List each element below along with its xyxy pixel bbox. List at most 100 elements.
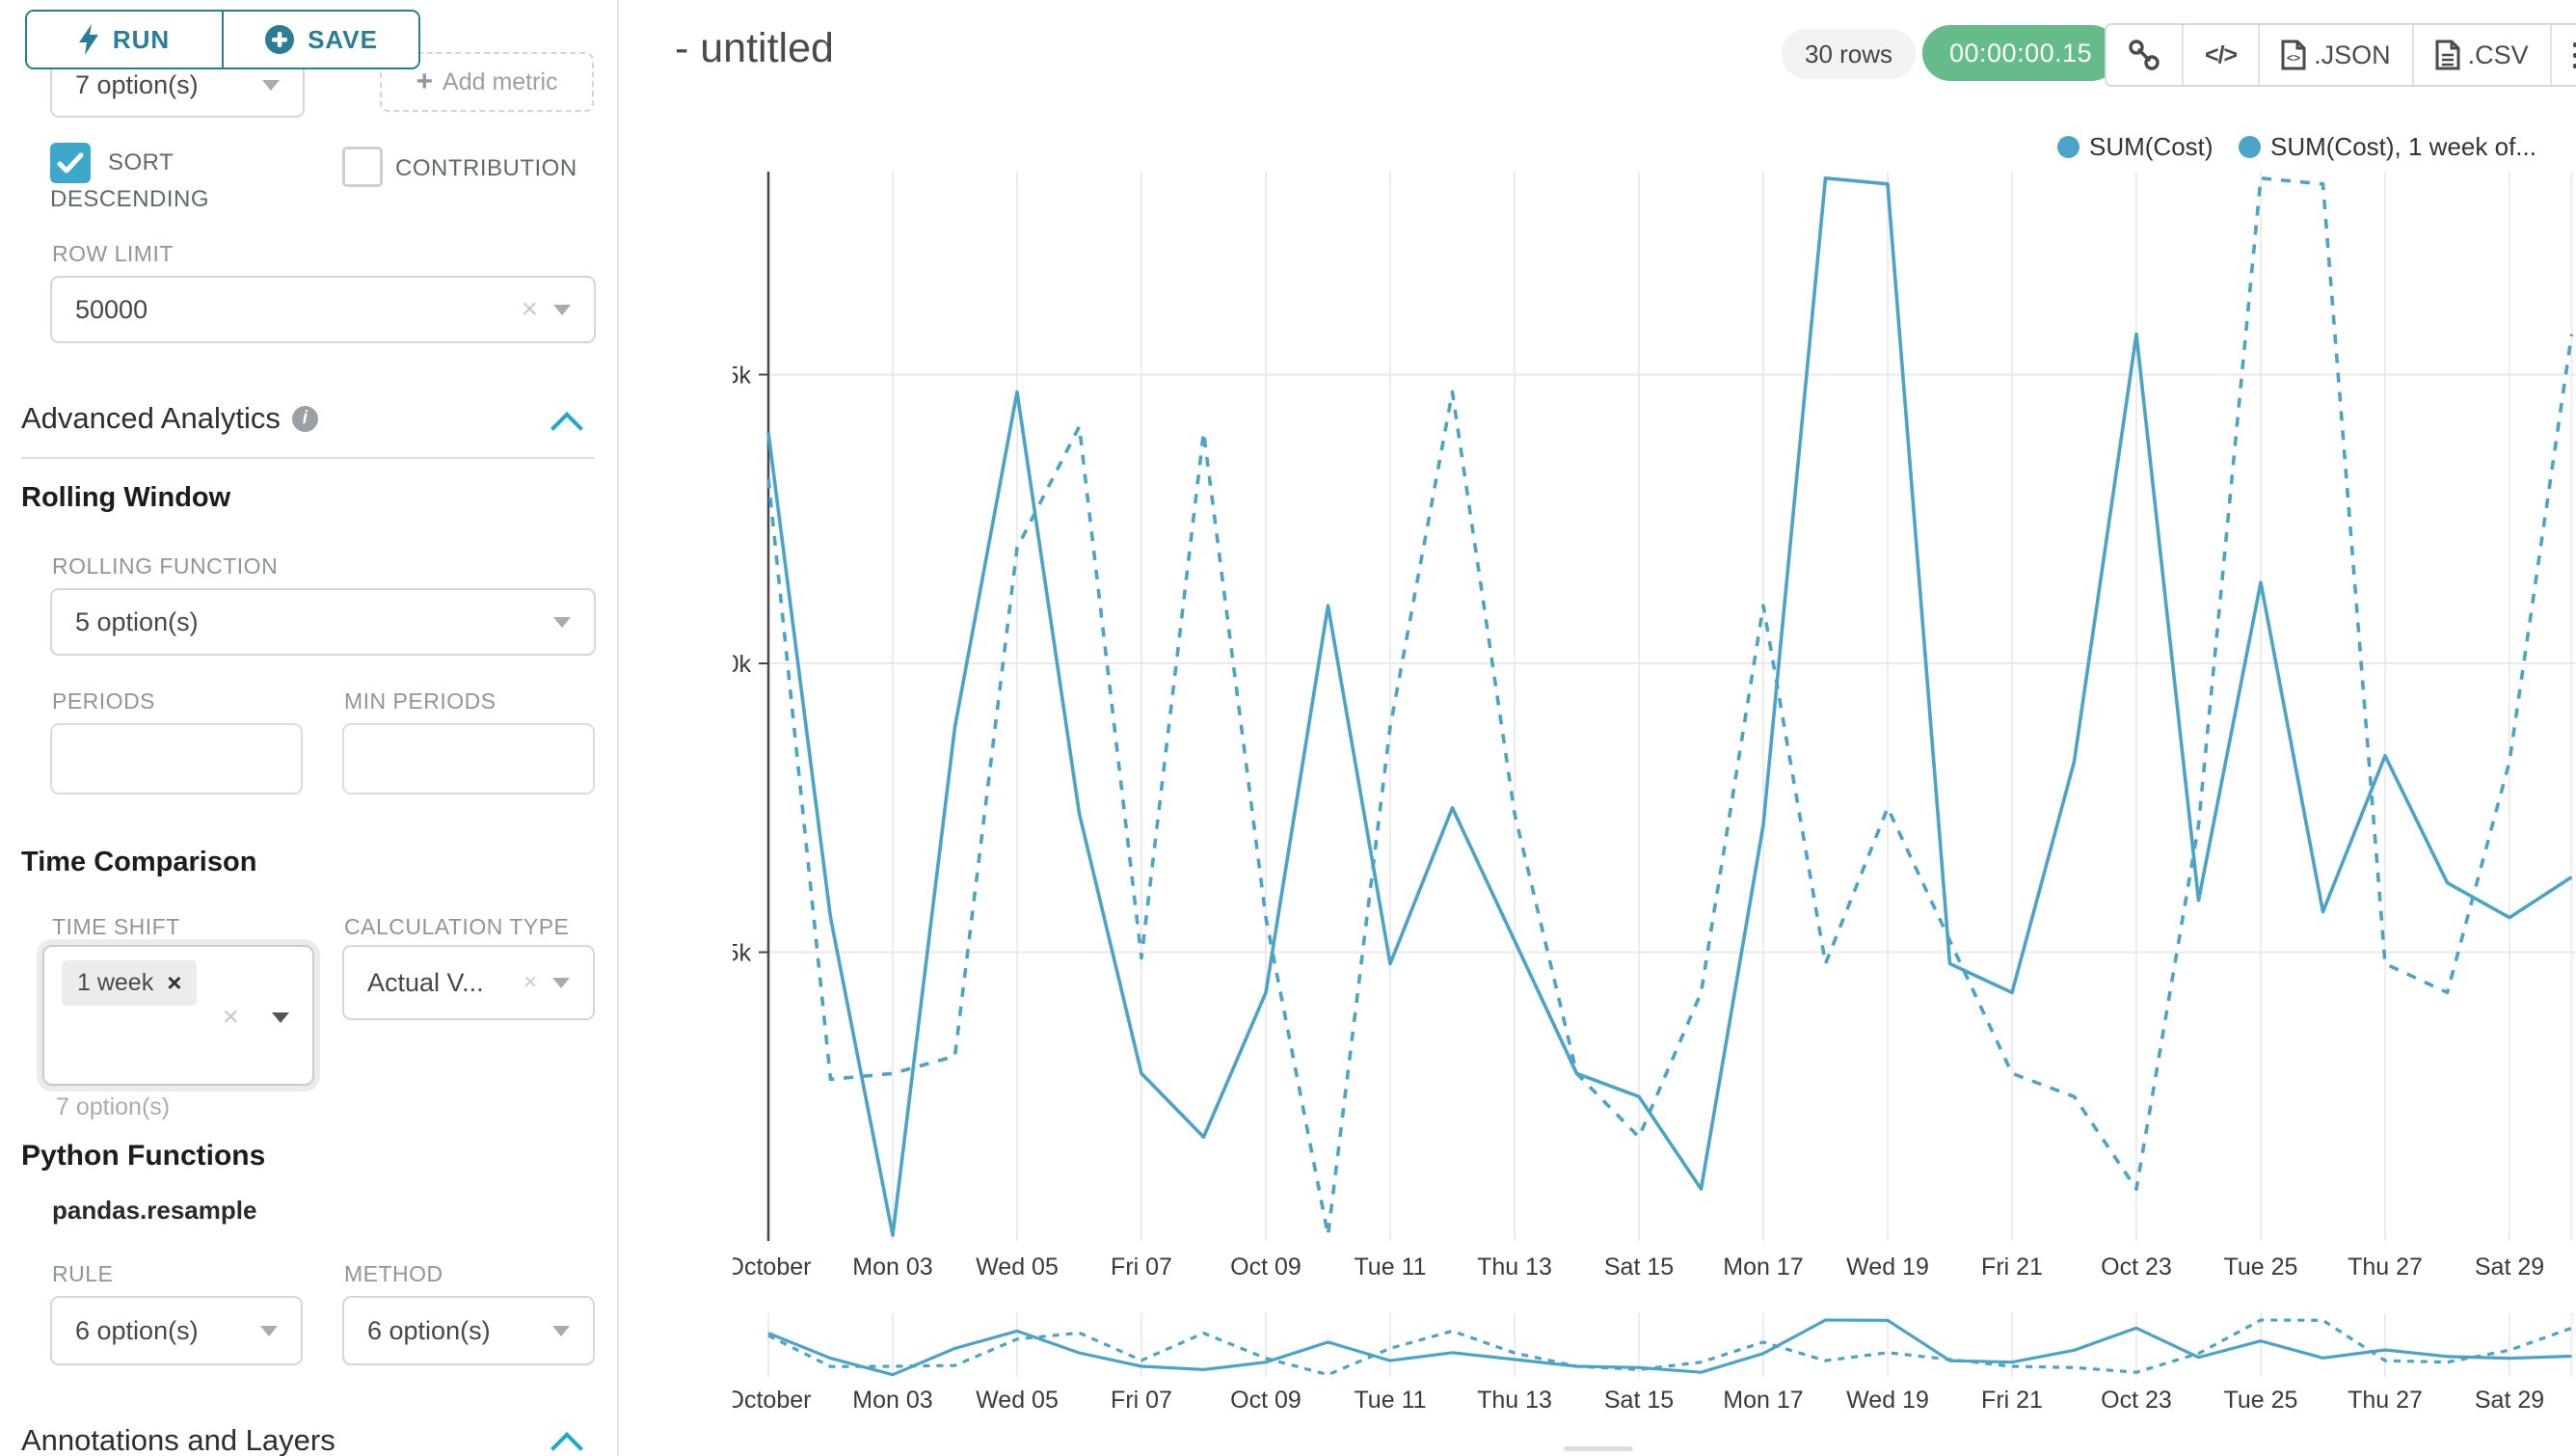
x-axis-label: Sat 29 (2475, 1254, 2544, 1281)
x-axis-label: Thu 13 (1477, 1254, 1552, 1281)
x-axis-label: Mon 03 (852, 1254, 932, 1281)
chevron-down-icon (553, 304, 571, 315)
row-limit-select[interactable]: 50000 × (50, 276, 596, 343)
collapse-chevron-icon[interactable] (550, 412, 583, 445)
series-solid (766, 175, 2573, 1237)
export-csv-button[interactable]: .CSV (2411, 25, 2550, 85)
save-button[interactable]: SAVE (222, 12, 418, 67)
chevron-down-icon (552, 1325, 570, 1336)
run-button[interactable]: RUN (27, 12, 222, 67)
advanced-analytics-title: Advanced Analytics (21, 401, 281, 435)
plus-circle-icon (265, 25, 295, 54)
csv-label: .CSV (2467, 40, 2529, 69)
x-axis-label: Tue 11 (1354, 1387, 1426, 1414)
series-solid (767, 1318, 2572, 1377)
share-link-button[interactable] (2106, 25, 2182, 85)
min-periods-label: MIN PERIODS (344, 688, 496, 714)
collapse-chevron-icon[interactable] (550, 1432, 583, 1456)
clear-icon[interactable]: × (521, 293, 538, 325)
view-query-button[interactable]: </> (2182, 25, 2258, 85)
x-axis-label: Fri 07 (1111, 1387, 1172, 1414)
sort-descending-checkbox[interactable] (50, 143, 91, 183)
x-axis-label: Sat 15 (1604, 1387, 1674, 1414)
clear-icon[interactable]: × (222, 1001, 239, 1033)
row-limit-label: ROW LIMIT (52, 241, 174, 266)
x-axis-label: Tue 25 (2224, 1254, 2298, 1281)
legend-item-sum-cost[interactable]: SUM(Cost) (2057, 129, 2214, 164)
x-axis-label: Oct 09 (1230, 1254, 1301, 1281)
series-dashed (767, 1318, 2573, 1377)
x-axis-label: Thu 27 (2348, 1387, 2423, 1414)
legend-label: SUM(Cost) (2089, 131, 2214, 161)
x-axis-label: Tue 11 (1354, 1254, 1426, 1281)
remove-tag-icon[interactable]: × (167, 968, 182, 997)
rule-value: 6 option(s) (75, 1315, 199, 1345)
periods-input[interactable] (50, 723, 303, 795)
x-axis-label: Fri 21 (1981, 1387, 2043, 1414)
export-json-button[interactable]: <> .JSON (2258, 25, 2412, 85)
x-axis-label: Tue 25 (2224, 1387, 2298, 1414)
chevron-down-icon (260, 1325, 278, 1336)
file-text-icon (2435, 40, 2460, 70)
chevron-down-icon (552, 977, 570, 988)
min-periods-input[interactable] (342, 723, 595, 795)
contribution-checkbox[interactable] (342, 147, 383, 187)
legend-label: SUM(Cost), 1 week of... (2270, 131, 2536, 161)
rolling-window-title: Rolling Window (21, 482, 231, 513)
main-line-chart[interactable]: 5k 10k 15k October Mon 03 Wed 05 Fri 07 Oct 09 T… (733, 145, 2576, 1292)
x-axis-label: Wed 05 (976, 1387, 1059, 1414)
link-icon (2129, 40, 2160, 70)
clear-icon[interactable]: × (523, 969, 537, 995)
y-axis-label: 10k (733, 651, 751, 678)
chevron-down-icon (272, 1012, 289, 1023)
x-axis-label: Oct 09 (1230, 1387, 1301, 1414)
control-panel: RUN SAVE 7 option(s) + Add metric (0, 0, 619, 1456)
mini-preview-chart[interactable]: October Mon 03 Wed 05 Fri 07 Oct 09 Tue 11 Thu… (733, 1308, 2576, 1456)
x-axis-label: Sat 29 (2475, 1387, 2544, 1414)
method-select[interactable]: 6 option(s) (342, 1296, 595, 1365)
x-axis-label: Wed 19 (1846, 1387, 1929, 1414)
row-limit-value: 50000 (75, 294, 148, 324)
series-limit-value: 7 option(s) (75, 69, 199, 99)
save-button-label: SAVE (308, 24, 378, 54)
contribution-label: CONTRIBUTION (395, 155, 577, 181)
rule-select[interactable]: 6 option(s) (50, 1296, 303, 1365)
chart-menu-button[interactable] (2549, 25, 2576, 85)
scrollbar-thumb[interactable] (1564, 1446, 1633, 1451)
chart-title[interactable]: - untitled (675, 25, 834, 71)
y-axis-label: 15k (733, 363, 751, 390)
advanced-analytics-header[interactable]: Advanced Analytics i (21, 401, 318, 436)
x-axis-label: Thu 27 (2348, 1254, 2423, 1281)
x-axis-label: Mon 17 (1723, 1387, 1803, 1414)
x-axis-label: October (733, 1387, 811, 1414)
legend-marker-icon (2057, 135, 2080, 158)
periods-label: PERIODS (52, 688, 156, 714)
rule-label: RULE (52, 1261, 114, 1286)
calculation-type-select[interactable]: Actual V... × (342, 945, 595, 1020)
sort-descending-label: SORT DESCENDING (50, 149, 210, 212)
x-axis-label: Fri 21 (1981, 1254, 2043, 1281)
time-shift-label: TIME SHIFT (52, 914, 180, 939)
calculation-type-value: Actual V... (367, 967, 484, 997)
rows-count-badge: 30 rows (1782, 29, 1917, 79)
menu-icon (2572, 41, 2576, 68)
annotations-header[interactable]: Annotations and Layers (21, 1423, 335, 1456)
x-axis-label: Mon 03 (852, 1387, 932, 1414)
json-label: .JSON (2314, 40, 2391, 69)
y-axis-label: 5k (733, 940, 751, 967)
x-axis-label: Oct 23 (2101, 1254, 2172, 1281)
rolling-function-value: 5 option(s) (75, 607, 199, 636)
x-axis-label: Oct 23 (2101, 1387, 2172, 1414)
rolling-function-select[interactable]: 5 option(s) (50, 588, 596, 656)
legend-item-sum-cost-offset[interactable]: SUM(Cost), 1 week of... (2239, 129, 2536, 164)
section-divider (21, 457, 594, 459)
legend-marker-icon (2239, 135, 2261, 158)
lightning-icon (78, 24, 98, 55)
time-shift-tag: 1 week × (62, 960, 198, 1006)
time-shift-select[interactable]: 1 week × × (42, 945, 314, 1086)
x-axis-label: Mon 17 (1723, 1254, 1803, 1281)
time-shift-hint: 7 option(s) (56, 1093, 171, 1120)
query-timer-badge: 00:00:00.15 (1922, 25, 2120, 81)
x-axis-label: Wed 19 (1846, 1254, 1929, 1281)
